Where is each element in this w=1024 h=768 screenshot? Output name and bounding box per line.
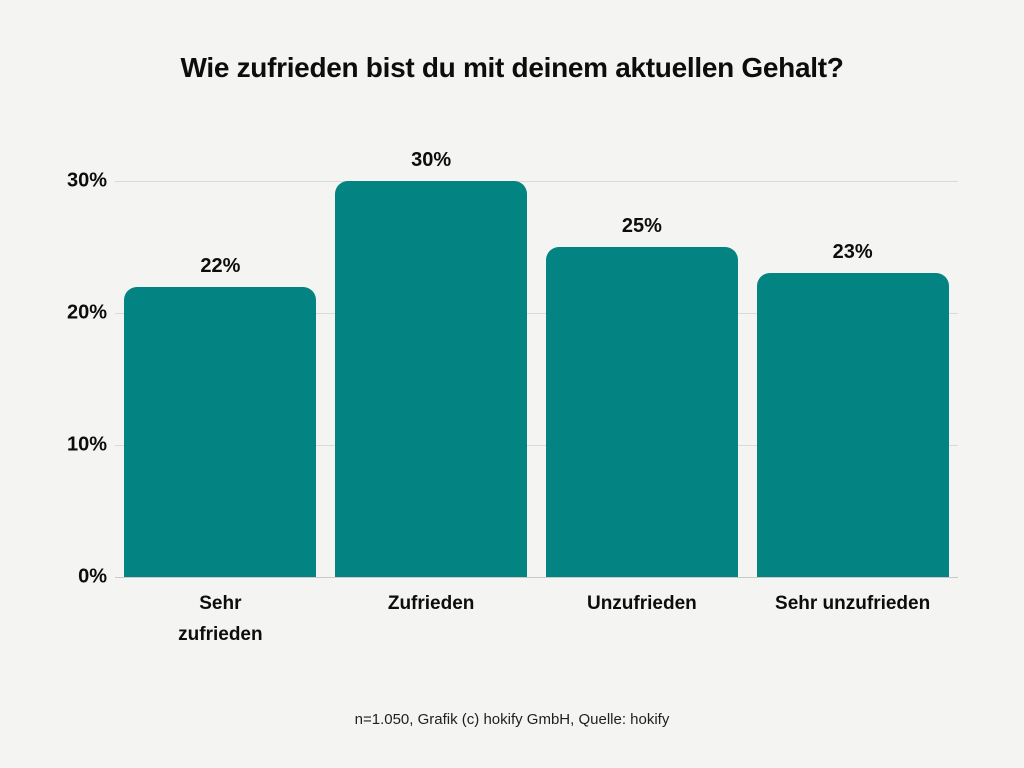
x-axis-baseline [115, 577, 958, 578]
bar [335, 181, 528, 577]
y-tick-label: 0% [78, 565, 107, 588]
gridline [115, 181, 958, 182]
source-caption: n=1.050, Grafik (c) hokify GmbH, Quelle:… [354, 711, 670, 728]
bar-value-label: 23% [832, 241, 873, 264]
bar-value-label: 22% [200, 254, 241, 277]
y-tick-label: 30% [66, 169, 107, 192]
x-category-label: Sehr zufrieden [178, 593, 263, 646]
bar-value-label: 30% [411, 149, 452, 171]
gridline [115, 445, 958, 446]
x-category-label: Zufrieden [387, 593, 475, 614]
chart-title: Wie zufrieden bist du mit deinem aktuell… [180, 52, 844, 83]
x-category-label: Unzufrieden [586, 593, 697, 614]
y-tick-label: 10% [66, 433, 107, 456]
y-tick-label: 20% [66, 301, 107, 324]
bar [545, 247, 738, 577]
x-category-label: Sehr unzufrieden [775, 593, 931, 614]
bar [756, 273, 949, 577]
gridline [115, 313, 958, 314]
bar-value-label: 25% [621, 215, 662, 237]
bar [124, 286, 317, 577]
